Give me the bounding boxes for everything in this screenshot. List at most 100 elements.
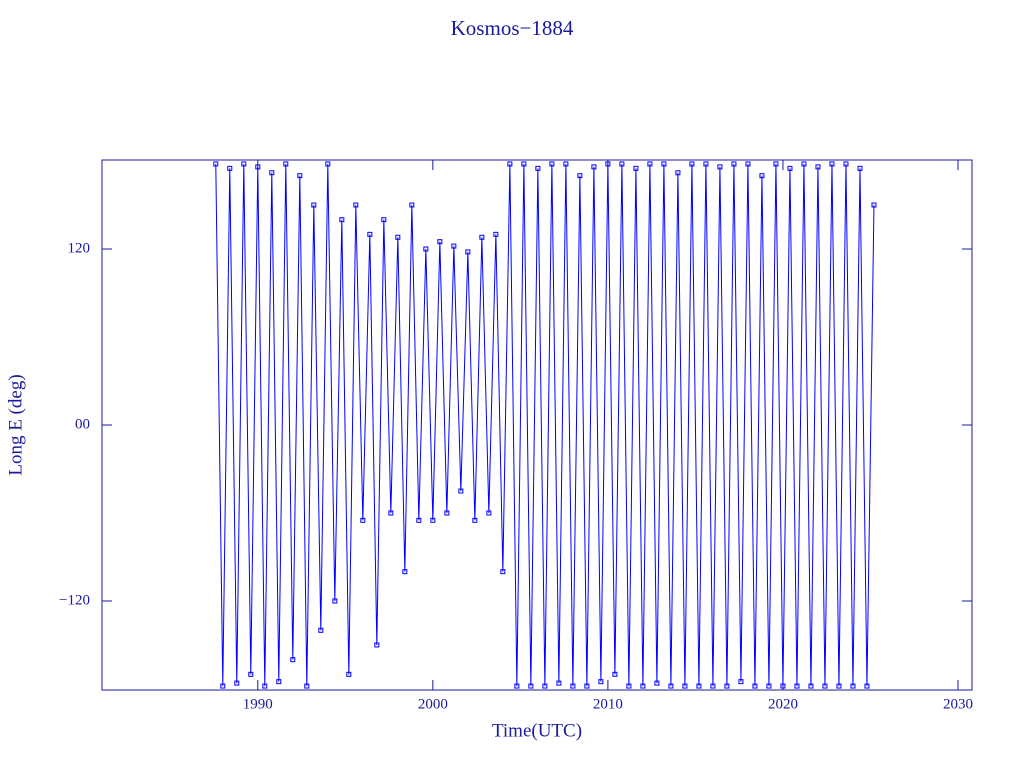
x-axis-label: Time(UTC) [492, 720, 582, 741]
data-point [514, 683, 520, 689]
data-point [850, 683, 856, 689]
data-point [598, 679, 604, 685]
data-point [836, 683, 842, 689]
data-point [269, 170, 275, 176]
data-point [486, 510, 492, 516]
data-point [710, 683, 716, 689]
data-point [465, 249, 471, 255]
data-point [619, 161, 625, 167]
data-point [395, 234, 401, 240]
data-point [339, 217, 345, 223]
data-point [570, 683, 576, 689]
data-point [381, 217, 387, 223]
data-point [808, 683, 814, 689]
data-point [374, 642, 380, 648]
y-tick-label: 00 [75, 416, 90, 432]
data-point [675, 170, 681, 176]
data-point [500, 569, 506, 575]
data-point [556, 680, 562, 686]
data-point [276, 679, 282, 685]
data-point [794, 683, 800, 689]
data-point [409, 202, 415, 208]
data-point [605, 161, 611, 167]
data-point [458, 488, 464, 494]
x-tick-label: 2030 [943, 696, 973, 712]
data-point [297, 173, 303, 179]
data-point [577, 173, 583, 179]
data-point [367, 231, 373, 237]
data-point [283, 161, 289, 167]
data-point [444, 510, 450, 516]
chart-title: Kosmos−1884 [451, 16, 574, 40]
data-point [472, 517, 478, 523]
data-point [780, 683, 786, 689]
data-point [241, 161, 247, 167]
data-point [535, 165, 541, 171]
data-point [563, 161, 569, 167]
data-point [871, 202, 877, 208]
data-point [549, 161, 555, 167]
data-point [724, 683, 730, 689]
data-point [668, 683, 674, 689]
data-point [325, 161, 331, 167]
data-point [584, 683, 590, 689]
data-point [353, 202, 359, 208]
data-point [290, 657, 296, 663]
data-point [493, 231, 499, 237]
data-point [437, 239, 443, 245]
data-point [479, 234, 485, 240]
data-point [213, 161, 219, 167]
data-point [857, 165, 863, 171]
data-point [311, 202, 317, 208]
data-point [654, 680, 660, 686]
data-point [731, 161, 737, 167]
data-point [220, 683, 226, 689]
data-point [332, 598, 338, 604]
data-point [360, 517, 366, 523]
data-point [304, 683, 310, 689]
data-point [227, 165, 233, 171]
data-point [682, 683, 688, 689]
data-point [318, 627, 324, 633]
data-point [416, 517, 422, 523]
x-tick-label: 1990 [243, 696, 273, 712]
data-point [689, 161, 695, 167]
data-point [402, 569, 408, 575]
data-point [346, 671, 352, 677]
data-point [507, 161, 513, 167]
data-point [521, 161, 527, 167]
data-point [430, 517, 436, 523]
x-tick-label: 2020 [768, 696, 798, 712]
x-tick-label: 2000 [418, 696, 448, 712]
data-point [759, 173, 765, 179]
data-point [703, 161, 709, 167]
data-point [423, 246, 429, 252]
data-point [640, 683, 646, 689]
data-point [787, 165, 793, 171]
data-point [745, 161, 751, 167]
data-point [661, 161, 667, 167]
x-tick-label: 2010 [593, 696, 623, 712]
data-point [647, 161, 653, 167]
data-point [262, 683, 268, 689]
y-axis-label: Long E (deg) [5, 374, 26, 475]
data-point [626, 683, 632, 689]
y-tick-label: −120 [59, 592, 90, 608]
data-point [591, 164, 597, 170]
data-point [696, 683, 702, 689]
data-point [248, 671, 254, 677]
data-point [752, 683, 758, 689]
data-point [388, 510, 394, 516]
data-point [633, 165, 639, 171]
y-tick-label: 120 [68, 240, 91, 256]
data-point [822, 683, 828, 689]
data-point [451, 243, 457, 249]
data-point [738, 679, 744, 685]
data-point [843, 161, 849, 167]
data-point [801, 161, 807, 167]
data-point [612, 671, 618, 677]
data-point [773, 161, 779, 167]
data-point [255, 164, 261, 170]
data-point [717, 164, 723, 170]
